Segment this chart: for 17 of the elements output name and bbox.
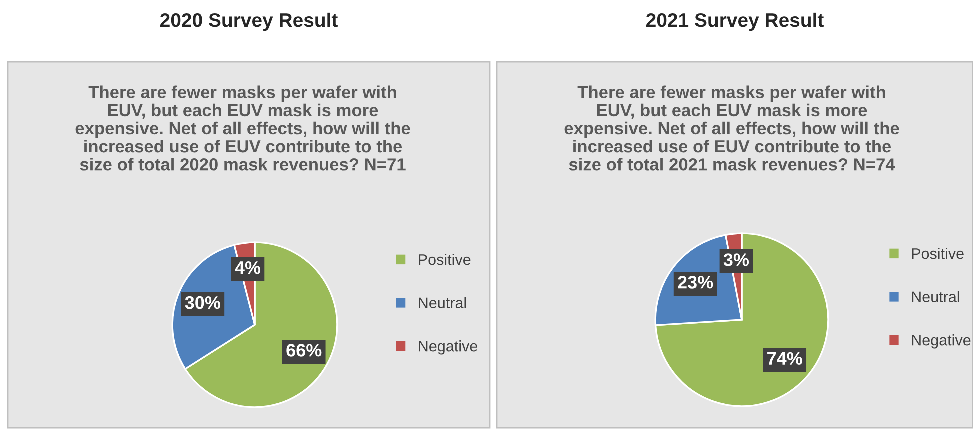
data-label: 66%: [286, 344, 322, 357]
chart-subtitle: There are fewer masks per wafer with EUV, but each EUV mask is more expensive. Net of all effects, how will the increased use of EUV contribute to the size of total 2021 mask revenues? N=74: [564, 86, 900, 171]
chart-title: 2021 Survey Result: [646, 12, 824, 32]
data-label: 74%: [768, 352, 802, 366]
legend-label: Positive: [419, 254, 471, 266]
legend-label: Neutral: [419, 297, 466, 308]
legend-label: Negative: [419, 340, 478, 355]
data-label: 23%: [678, 276, 714, 289]
chart-title: 2020 Survey Result: [160, 12, 338, 32]
legend-label: Neutral: [912, 291, 960, 302]
chart-subtitle: There are fewer masks per wafer with EUV, but each EUV mask is more expensive. Net of all effects, how will the increased use of EUV contribute to the size of total 2020 mask revenues? N=71: [76, 86, 410, 171]
legend-label: Negative: [912, 334, 971, 349]
data-label: 30%: [185, 296, 220, 310]
data-label: 3%: [724, 254, 750, 266]
pie-slice: [654, 232, 830, 408]
data-label: 4%: [235, 262, 261, 274]
legend-label: Positive: [912, 248, 964, 260]
